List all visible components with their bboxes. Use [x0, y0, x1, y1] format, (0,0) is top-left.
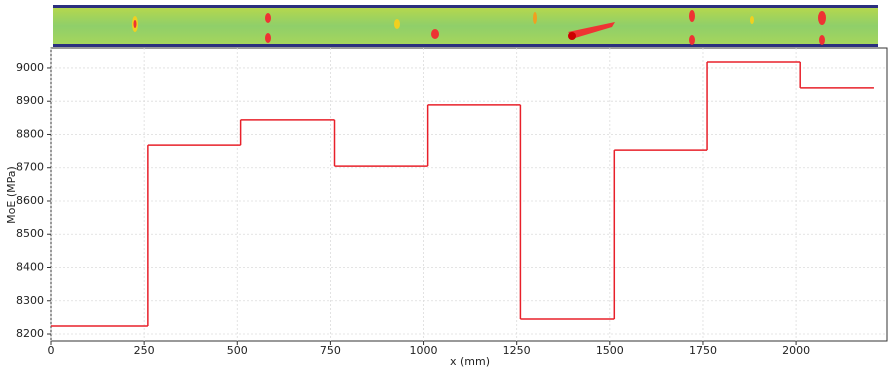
chart: x (mm) MoE (MPa) 02505007501000125015001…: [0, 0, 888, 370]
plot-frame: [51, 48, 887, 341]
y-tick-label: 8500: [16, 227, 44, 240]
y-tick-label: 8900: [16, 94, 44, 107]
x-tick-label: 1250: [503, 344, 531, 357]
scan-strip: [53, 5, 878, 47]
y-tick-label: 8700: [16, 161, 44, 174]
y-tick-label: 8200: [16, 327, 44, 340]
x-tick-label: 500: [227, 344, 248, 357]
x-tick-label: 1750: [689, 344, 717, 357]
x-axis-label: x (mm): [450, 355, 490, 368]
y-tick-label: 8400: [16, 261, 44, 274]
x-tick-label: 1000: [410, 344, 438, 357]
x-tick-label: 750: [320, 344, 341, 357]
x-tick-label: 0: [48, 344, 55, 357]
x-tick-label: 2000: [782, 344, 810, 357]
y-tick-label: 8600: [16, 194, 44, 207]
y-tick-label: 8800: [16, 127, 44, 140]
y-tick-label: 8300: [16, 294, 44, 307]
x-tick-label: 250: [134, 344, 155, 357]
x-tick-label: 1500: [596, 344, 624, 357]
y-tick-label: 9000: [16, 61, 44, 74]
